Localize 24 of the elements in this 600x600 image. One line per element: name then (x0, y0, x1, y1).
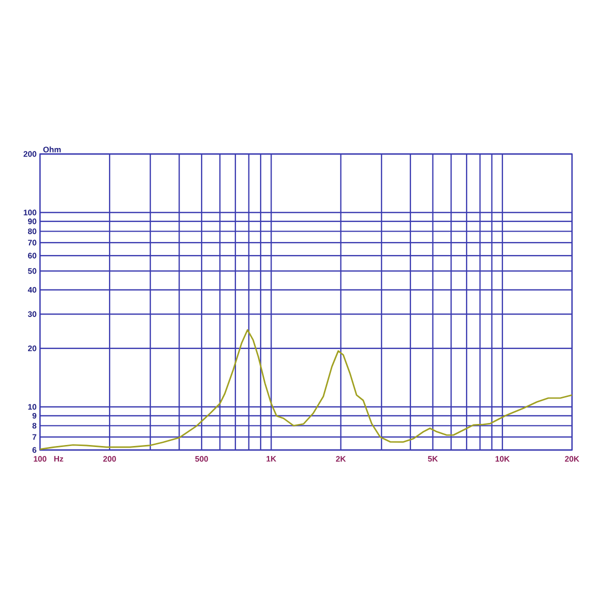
y-tick-label: 7 (32, 434, 36, 440)
y-tick-label: 200 (24, 151, 36, 157)
y-tick-label: 20 (28, 346, 36, 352)
x-tick-label: 1K (266, 456, 276, 462)
y-tick-label: 70 (28, 240, 36, 246)
y-tick-label: 80 (28, 228, 36, 234)
y-tick-label: 50 (28, 268, 36, 274)
y-tick-label: 100 (24, 210, 36, 216)
y-tick-label: 40 (28, 287, 36, 293)
y-tick-label: 10 (28, 404, 36, 410)
y-tick-label: 8 (32, 422, 36, 429)
x-tick-label: 10K (496, 456, 510, 462)
y-tick-label: 30 (28, 311, 36, 317)
x-tick-label: 20K (564, 456, 580, 462)
x-tick-label: 500 (195, 456, 208, 462)
x-axis-title: Hz (54, 456, 64, 462)
y-axis-title: Ohm (43, 146, 61, 152)
y-tick-label: 90 (28, 218, 36, 224)
x-tick-label: 200 (103, 456, 116, 462)
x-tick-label: 2K (336, 456, 346, 462)
y-tick-label: 60 (28, 252, 36, 258)
y-tick-label: 6 (32, 447, 36, 453)
y-tick-label: 9 (32, 412, 36, 419)
x-tick-label: 5K (428, 456, 438, 462)
